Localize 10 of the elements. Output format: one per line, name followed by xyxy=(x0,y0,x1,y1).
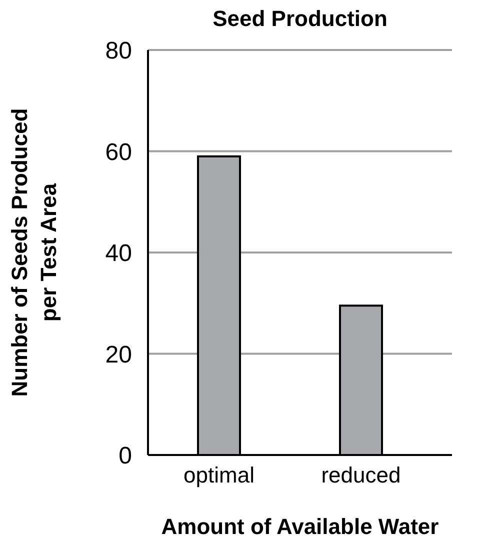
chart-title: Seed Production xyxy=(212,6,388,32)
y-axis-title: Number of Seeds Produced per Test Area xyxy=(7,108,61,397)
x-tick-label: reduced xyxy=(321,462,401,488)
y-tick-label: 60 xyxy=(105,138,132,166)
y-tick-label: 40 xyxy=(105,240,132,268)
y-tick-label: 0 xyxy=(118,442,132,470)
y-tick-label: 80 xyxy=(105,38,132,65)
y-tick-label: 20 xyxy=(105,341,132,368)
x-tick-label: optimal xyxy=(184,462,254,488)
x-axis-title: Amount of Available Water xyxy=(161,514,440,539)
